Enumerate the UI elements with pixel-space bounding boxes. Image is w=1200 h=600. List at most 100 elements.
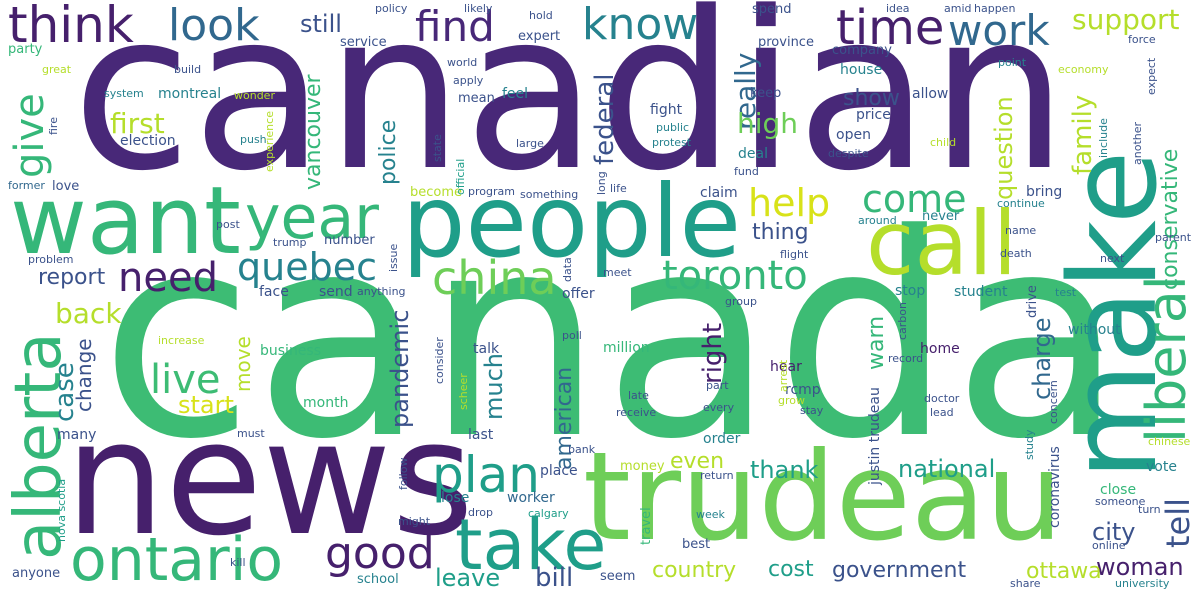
cloud-word: grow — [778, 394, 805, 407]
cloud-word: quebec — [237, 245, 377, 289]
cloud-word: province — [758, 35, 814, 50]
cloud-word: scheer — [457, 373, 470, 410]
cloud-word: something — [520, 188, 579, 201]
cloud-word: want — [10, 167, 241, 276]
cloud-word: still — [300, 10, 342, 38]
cloud-word: stop — [895, 283, 926, 299]
cloud-word: start — [178, 391, 234, 419]
cloud-word: become — [410, 185, 463, 200]
cloud-word: people — [402, 163, 741, 280]
cloud-word: never — [922, 209, 960, 224]
cloud-word: online — [1092, 539, 1126, 552]
cloud-word: report — [38, 265, 106, 290]
cloud-word: calgary — [528, 507, 569, 520]
cloud-word: back — [55, 297, 122, 330]
cloud-word: follow — [397, 457, 410, 490]
cloud-word: money — [620, 459, 665, 474]
cloud-word: year — [245, 183, 379, 253]
cloud-word: take — [455, 504, 607, 586]
cloud-word: home — [920, 341, 960, 357]
cloud-word: ottawa — [1026, 559, 1102, 584]
cloud-word: change — [72, 338, 96, 412]
cloud-word: place — [540, 463, 578, 479]
cloud-word: around — [858, 214, 897, 227]
cloud-word: nova scotia — [55, 478, 68, 542]
cloud-word: service — [340, 35, 387, 50]
cloud-word: many — [57, 427, 97, 443]
cloud-word: expert — [518, 29, 561, 44]
cloud-word: wonder — [234, 89, 275, 102]
cloud-word: good — [325, 528, 435, 579]
cloud-word: look — [168, 0, 260, 51]
cloud-word: worker — [507, 490, 555, 506]
cloud-word: life — [610, 182, 627, 195]
cloud-word: fire — [47, 117, 60, 135]
cloud-word: face — [259, 284, 289, 300]
cloud-word: death — [1000, 247, 1032, 260]
cloud-word: world — [447, 56, 478, 69]
cloud-word: next — [1100, 252, 1125, 265]
cloud-word: call — [866, 192, 1018, 295]
cloud-word: leave — [435, 564, 501, 592]
cloud-word: build — [174, 63, 202, 76]
cloud-word: last — [468, 427, 494, 443]
cloud-word: bring — [1026, 184, 1063, 200]
cloud-word: ontario — [70, 525, 284, 595]
cloud-word: feel — [502, 86, 529, 102]
cloud-word: city — [1092, 518, 1136, 546]
cloud-word: parent — [1155, 231, 1192, 244]
cloud-word: idea — [886, 2, 910, 15]
cloud-word: liberal — [1135, 275, 1198, 443]
cloud-word: flight — [780, 248, 809, 261]
cloud-word: former — [8, 179, 45, 192]
cloud-word: house — [840, 62, 883, 78]
cloud-word: child — [930, 136, 957, 149]
cloud-word: issue — [387, 243, 400, 272]
cloud-word: drive — [1025, 285, 1040, 318]
cloud-word: vancouver — [301, 74, 326, 190]
cloud-word: work — [948, 6, 1050, 55]
cloud-word: long — [595, 171, 608, 195]
cloud-word: montreal — [158, 86, 222, 102]
cloud-word: school — [357, 572, 399, 587]
cloud-word: news — [65, 387, 474, 571]
cloud-word: push — [240, 133, 267, 146]
cloud-word: happen — [974, 2, 1016, 15]
cloud-word: deal — [738, 146, 768, 162]
cloud-word: system — [104, 87, 144, 100]
cloud-word: high — [737, 107, 799, 140]
cloud-word: another — [1131, 121, 1144, 165]
cloud-word: return — [700, 469, 734, 482]
cloud-word: allow — [912, 86, 949, 102]
cloud-word: keep — [750, 86, 782, 101]
cloud-word: must — [237, 427, 265, 440]
cloud-word: anything — [357, 285, 406, 298]
cloud-word: price — [856, 107, 891, 123]
cloud-word: student — [954, 284, 1008, 300]
cloud-word: come — [862, 177, 967, 221]
cloud-word: know — [582, 0, 699, 50]
cloud-word: conservative — [1158, 148, 1183, 290]
cloud-word: receive — [616, 406, 657, 419]
cloud-word: send — [319, 284, 353, 300]
cloud-word: protest — [652, 136, 692, 149]
cloud-word: move — [231, 336, 255, 392]
cloud-word: right — [698, 322, 728, 384]
cloud-word: show — [843, 86, 900, 111]
cloud-word: name — [1005, 224, 1037, 237]
cloud-word: meet — [603, 266, 632, 279]
cloud-word: question — [990, 96, 1018, 200]
cloud-word: offer — [562, 286, 595, 302]
cloud-word: seem — [600, 569, 636, 584]
cloud-word: apply — [453, 74, 484, 87]
cloud-word: country — [652, 558, 737, 583]
cloud-word: talk — [473, 341, 500, 357]
cloud-word: family — [1068, 94, 1098, 175]
cloud-word: give — [7, 93, 53, 178]
cloud-word: thank — [750, 456, 819, 484]
cloud-word: bank — [568, 443, 596, 456]
cloud-word: despite — [828, 147, 869, 160]
cloud-word: canada — [100, 175, 1124, 501]
cloud-word: fund — [734, 165, 759, 178]
